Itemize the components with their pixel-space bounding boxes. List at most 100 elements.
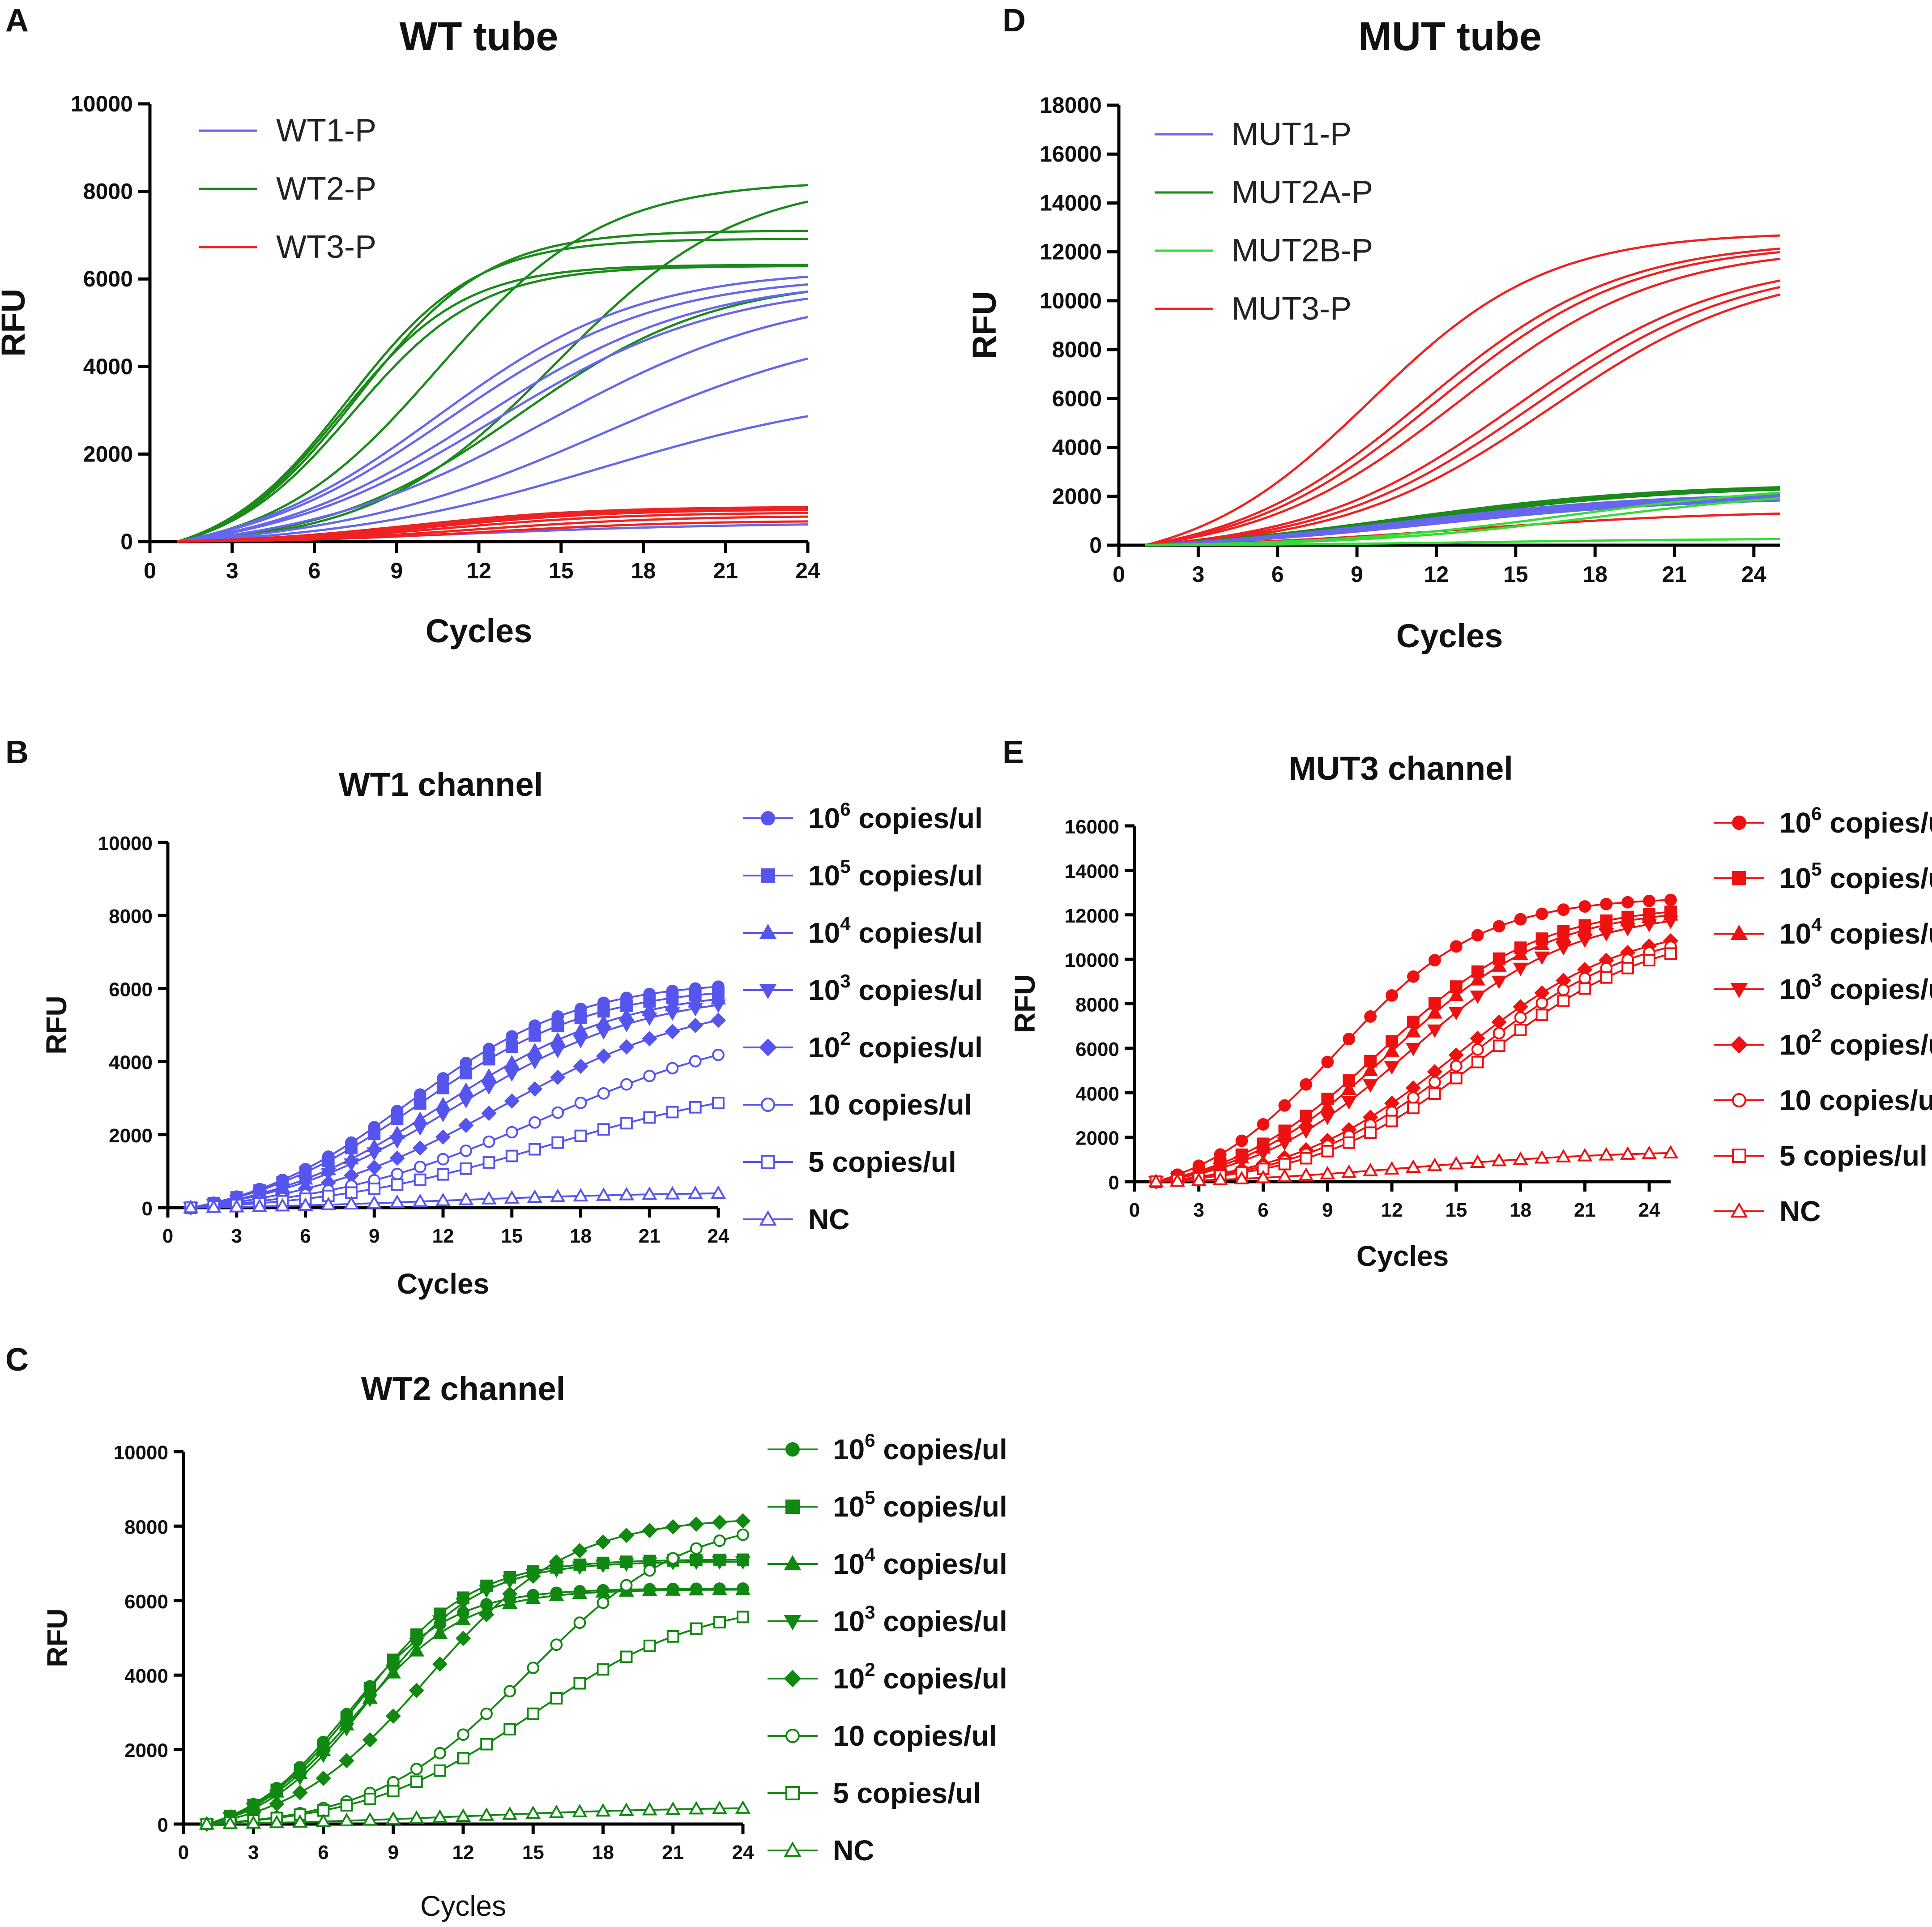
series-wt1-p — [177, 275, 808, 543]
legend-label-base: 10 copies/ul — [808, 1089, 972, 1121]
data-point — [597, 1596, 610, 1609]
data-point — [455, 1808, 471, 1822]
data-point — [574, 1096, 587, 1109]
data-point — [183, 1200, 199, 1213]
legend-label-unit: copies/ul — [875, 1605, 1007, 1637]
legend-label: 102 copies/ul — [833, 1659, 1007, 1695]
y-axis-title: RFU — [966, 291, 1003, 359]
data-point — [1321, 1145, 1334, 1158]
data-point — [409, 1810, 424, 1824]
x-tick-label: 3 — [226, 558, 239, 583]
legend-marker — [784, 1555, 802, 1571]
series-nc — [1148, 1145, 1679, 1188]
x-tick-label: 21 — [713, 558, 738, 583]
legend-label: MUT2A-P — [1232, 175, 1373, 210]
data-point — [665, 1519, 681, 1535]
data-point — [414, 1161, 426, 1173]
legend-item: 102 copies/ul — [1714, 1025, 1932, 1061]
legend-item: 104 copies/ul — [743, 913, 983, 949]
legend-item: 105 copies/ul — [743, 856, 983, 892]
legend-item: 106 copies/ul — [768, 1430, 1007, 1466]
data-point — [385, 1664, 401, 1678]
y-tick-label: 6000 — [1075, 1038, 1119, 1060]
data-point — [712, 1556, 728, 1570]
data-point — [1278, 1158, 1291, 1171]
legend-item: 102 copies/ul — [743, 1028, 983, 1064]
chart-title: WT tube — [400, 14, 559, 59]
curve-wt2-p-6 — [177, 200, 808, 543]
legend-label-base: NC — [808, 1203, 849, 1235]
curve-wt1-p-7 — [177, 415, 808, 543]
data-point — [482, 1156, 495, 1169]
data-point — [712, 1800, 728, 1814]
data-point — [550, 1188, 566, 1202]
legend-label: 103 copies/ul — [808, 970, 983, 1006]
x-tick-label: 24 — [708, 1225, 729, 1247]
data-point — [409, 1683, 424, 1698]
data-point — [525, 1805, 541, 1819]
data-point — [527, 1662, 540, 1674]
data-point — [572, 1561, 588, 1575]
data-point — [432, 1656, 448, 1672]
data-point — [527, 1081, 543, 1097]
legend-label: 106 copies/ul — [1779, 803, 1932, 839]
legend-label-exponent: 5 — [840, 856, 850, 877]
legend-label: NC — [833, 1834, 874, 1867]
data-point — [642, 1012, 657, 1026]
legend-label-unit: copies/ul — [851, 1031, 983, 1064]
data-point — [269, 1790, 285, 1803]
legend-label: MUT2B-P — [1232, 233, 1373, 269]
data-point — [527, 1056, 543, 1070]
data-point — [437, 1153, 449, 1166]
data-point — [503, 1685, 516, 1698]
y-tick-label: 2000 — [124, 1740, 168, 1762]
data-point — [1298, 1167, 1314, 1181]
data-point — [573, 1616, 586, 1629]
legend-item: 10 copies/ul — [1714, 1084, 1932, 1116]
legend-label-unit: copies/ul — [851, 859, 983, 892]
data-point — [666, 1106, 679, 1119]
data-point — [687, 1185, 703, 1199]
x-tick-label: 6 — [1258, 1199, 1268, 1221]
legend-label: 105 copies/ul — [1779, 859, 1932, 894]
data-point — [1641, 919, 1657, 932]
data-point — [573, 1188, 589, 1202]
y-tick-label: 10000 — [1040, 288, 1102, 313]
data-point — [1255, 1170, 1271, 1184]
x-tick-label: 3 — [1192, 562, 1204, 587]
data-point — [320, 1168, 336, 1182]
curve-mut1-p-4 — [1145, 499, 1781, 547]
legend-item: 10 copies/ul — [743, 1089, 972, 1121]
data-point — [1407, 970, 1420, 983]
data-point — [1557, 983, 1570, 996]
data-point — [1448, 987, 1464, 1001]
panel-letter: B — [5, 735, 29, 770]
series-10e5-copies-ul — [184, 987, 725, 1214]
data-point — [1643, 954, 1655, 966]
panel-d-mut-tube: D MUT tube 0 2000 4000 6000 8000 10000 12000 1400… — [966, 3, 1781, 654]
data-point — [1599, 928, 1614, 942]
data-point — [1341, 1096, 1357, 1110]
legend-marker — [1732, 1093, 1746, 1107]
data-point — [550, 1692, 563, 1705]
y-tick-label: 8000 — [1075, 994, 1119, 1016]
data-point — [269, 1815, 285, 1829]
data-point — [1362, 1063, 1378, 1077]
data-point — [434, 1764, 446, 1777]
data-point — [1405, 1043, 1421, 1056]
legend-label-base: 10 — [808, 802, 840, 834]
legend-label: 102 copies/ul — [808, 1028, 983, 1064]
legend-label-unit: copies/ul — [851, 974, 983, 1006]
legend-label-base: 10 — [833, 1491, 865, 1523]
data-point — [1362, 1079, 1378, 1093]
legend-label-exponent: 4 — [1811, 914, 1822, 935]
data-point — [482, 1135, 495, 1148]
data-point — [385, 1708, 401, 1724]
data-point — [1557, 995, 1570, 1008]
data-point — [478, 1807, 495, 1821]
y-tick-label: 4000 — [1075, 1083, 1119, 1105]
data-point — [481, 1191, 497, 1205]
data-point — [368, 1183, 381, 1195]
